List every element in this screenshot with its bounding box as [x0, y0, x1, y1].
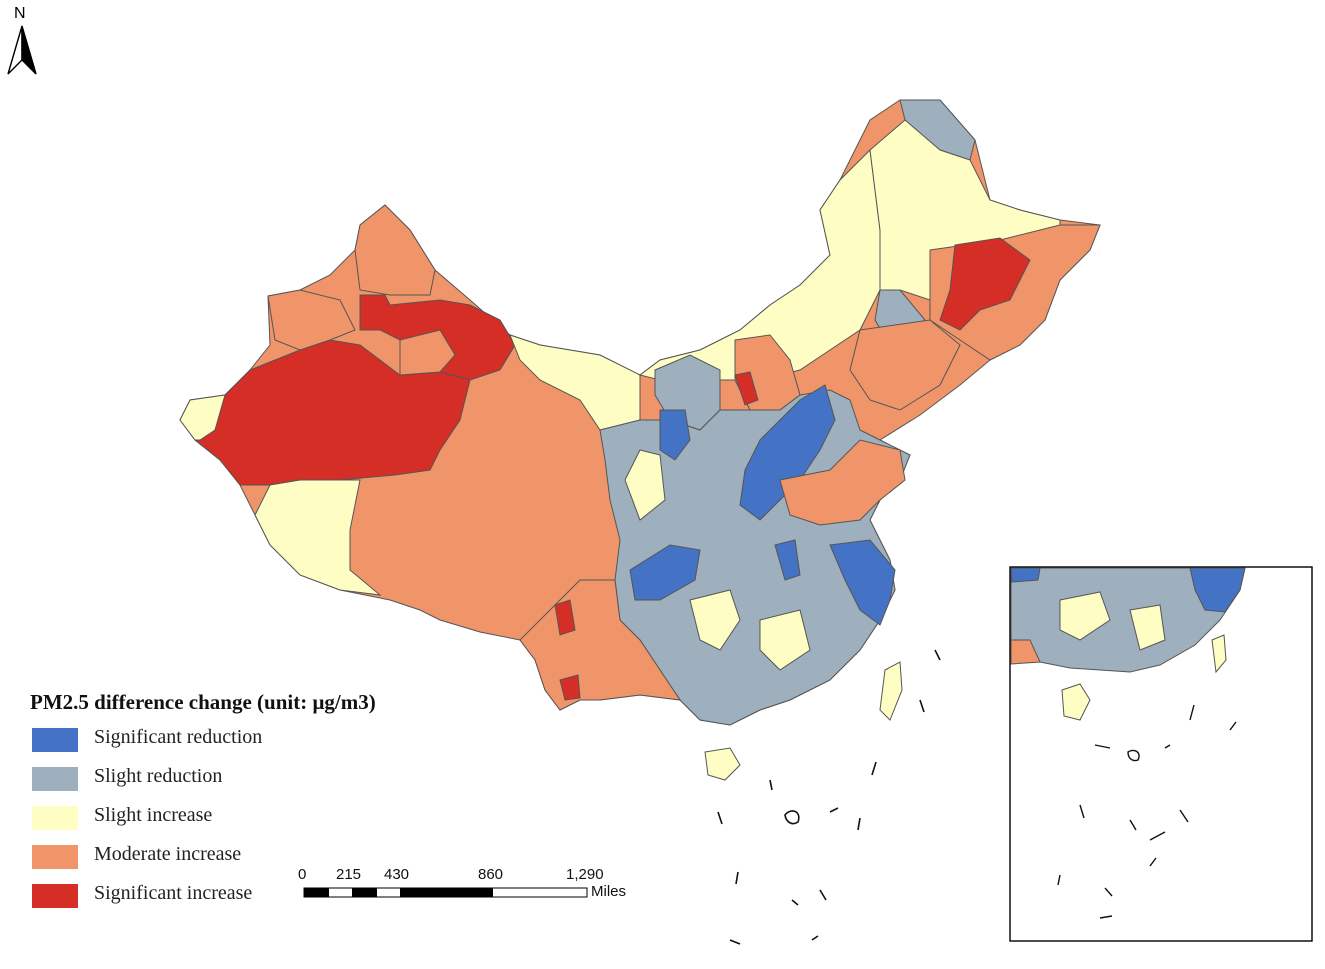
legend-swatch	[32, 767, 78, 791]
region-southwest-red-1	[554, 599, 576, 636]
region-central-blue-3	[629, 544, 701, 601]
region-central-blue-2	[659, 409, 691, 461]
scale-tick-3: 860	[478, 866, 503, 883]
region-tibet-west	[254, 479, 382, 596]
inset-yellow-2	[1129, 604, 1166, 651]
region-tibet-west-corner	[179, 394, 226, 441]
scale-unit: Miles	[591, 883, 626, 900]
legend-label: Moderate increase	[94, 843, 242, 865]
inset-hainan	[1061, 683, 1091, 721]
inset-blue	[1189, 567, 1246, 613]
legend-label: Slight increase	[94, 804, 213, 826]
inset-yellow-1	[1059, 591, 1111, 641]
scale-tick-2: 430	[384, 866, 409, 883]
region-hainan	[704, 747, 741, 781]
legend-label: Significant reduction	[94, 726, 263, 748]
region-central-yellow-3	[624, 449, 666, 521]
legend-swatch	[32, 845, 78, 869]
legend-swatch	[32, 806, 78, 830]
inset-orange	[1010, 639, 1041, 665]
legend-title: PM2.5 difference change (unit: μg/m3)	[30, 690, 376, 714]
region-east-orange	[779, 439, 906, 526]
legend-label: Significant increase	[94, 882, 253, 904]
region-northeast-red	[939, 237, 1031, 331]
south-sea-islands	[717, 649, 941, 945]
legend-swatch	[32, 728, 78, 752]
legend-label: Slight reduction	[94, 765, 223, 787]
scale-tick-0: 0	[298, 866, 306, 883]
region-taiwan	[879, 661, 903, 721]
scale-bar: 0 215 430 860 1,290 Miles	[298, 866, 626, 900]
north-arrow-label: N	[14, 5, 26, 22]
region-southwest-red-2	[559, 674, 581, 701]
region-northeast-band	[849, 319, 961, 411]
region-xinjiang-orange-3	[399, 329, 456, 376]
inset-blue-2	[1010, 567, 1041, 583]
region-central-yellow-2	[759, 609, 811, 671]
region-central-blue-4	[829, 539, 896, 626]
region-central-yellow-1	[689, 589, 741, 651]
inset-taiwan	[1211, 634, 1227, 674]
region-xinjiang-orange-2	[354, 204, 436, 296]
region-central-blue-5	[774, 539, 801, 581]
legend-swatch	[32, 884, 78, 908]
north-arrow: N	[7, 5, 37, 75]
china-map	[179, 99, 1101, 781]
scale-tick-4: 1,290	[566, 866, 604, 883]
region-xinjiang-orange-1	[267, 289, 356, 351]
inset-map	[1009, 566, 1313, 942]
scale-tick-1: 215	[336, 866, 361, 883]
region-north-red	[734, 371, 759, 406]
